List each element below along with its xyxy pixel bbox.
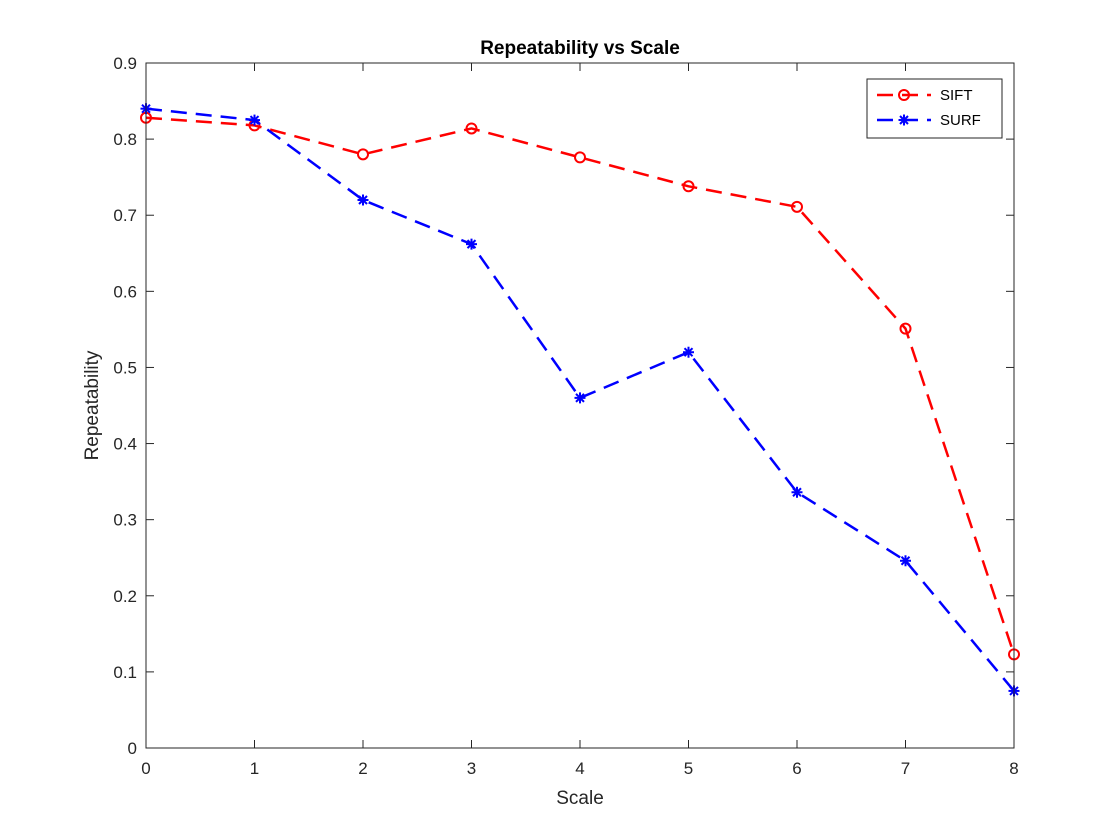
x-tick-label: 4	[575, 759, 584, 778]
data-point-sift	[899, 322, 912, 335]
data-point-surf	[466, 238, 477, 250]
data-point-sift	[574, 151, 586, 164]
y-tick-label: 0.8	[113, 130, 137, 149]
legend: SIFT SURF	[866, 78, 1003, 139]
asterisk-stroke	[792, 487, 802, 497]
chart-title: Repeatability vs Scale	[480, 38, 680, 59]
series-layer	[140, 103, 1020, 697]
legend-marker-surf	[898, 114, 910, 126]
y-tick-label: 0.7	[113, 206, 137, 225]
y-tick-label: 0.1	[113, 663, 137, 682]
y-axis-title: Repeatability	[82, 350, 103, 460]
plot-area	[146, 63, 1014, 748]
y-tick-label: 0.3	[113, 511, 137, 530]
series-line-sift	[145, 116, 1016, 655]
data-point-sift	[357, 148, 369, 161]
data-point-sift	[465, 122, 478, 135]
data-point-surf	[791, 486, 803, 498]
asterisk-stroke	[575, 393, 585, 403]
data-point-surf	[249, 114, 260, 126]
x-tick-label: 1	[250, 759, 259, 778]
x-axis-title: Scale	[556, 788, 604, 809]
asterisk-stroke	[358, 195, 368, 205]
x-tick-label: 5	[684, 759, 693, 778]
y-axis: 0 0.1 0.2 0.3 0.4 0.5 0.6 0.7 0.8 0.9	[113, 54, 1014, 758]
x-tick-label: 7	[901, 759, 910, 778]
data-point-surf	[574, 392, 586, 404]
data-point-surf	[683, 346, 694, 358]
y-tick-label: 0.6	[113, 282, 137, 301]
asterisk-stroke	[466, 239, 477, 249]
y-tick-label: 0.5	[113, 358, 137, 377]
y-tick-label: 0.9	[113, 54, 137, 73]
data-point-surf	[357, 194, 369, 206]
legend-label-surf: SURF	[940, 112, 981, 129]
x-tick-label: 8	[1009, 759, 1018, 778]
legend-box	[866, 78, 1003, 139]
x-tick-label: 3	[467, 759, 476, 778]
asterisk-stroke	[249, 115, 260, 125]
data-point-sift	[682, 180, 695, 193]
x-tick-label: 6	[792, 759, 801, 778]
x-tick-label: 2	[358, 759, 367, 778]
x-tick-label: 0	[141, 759, 150, 778]
y-tick-label: 0.2	[113, 587, 137, 606]
asterisk-stroke	[900, 556, 911, 566]
plot-box	[145, 62, 1015, 749]
asterisk-stroke	[683, 347, 694, 357]
series-surf	[140, 103, 1020, 697]
y-tick-label: 0.4	[113, 435, 137, 454]
y-tick-label: 0	[128, 739, 137, 758]
legend-label-sift: SIFT	[940, 87, 973, 104]
legend-marker-sift	[898, 89, 910, 101]
data-point-sift	[791, 200, 803, 213]
data-point-surf	[900, 555, 911, 567]
asterisk-stroke	[899, 115, 909, 125]
series-line-surf	[145, 107, 1015, 692]
